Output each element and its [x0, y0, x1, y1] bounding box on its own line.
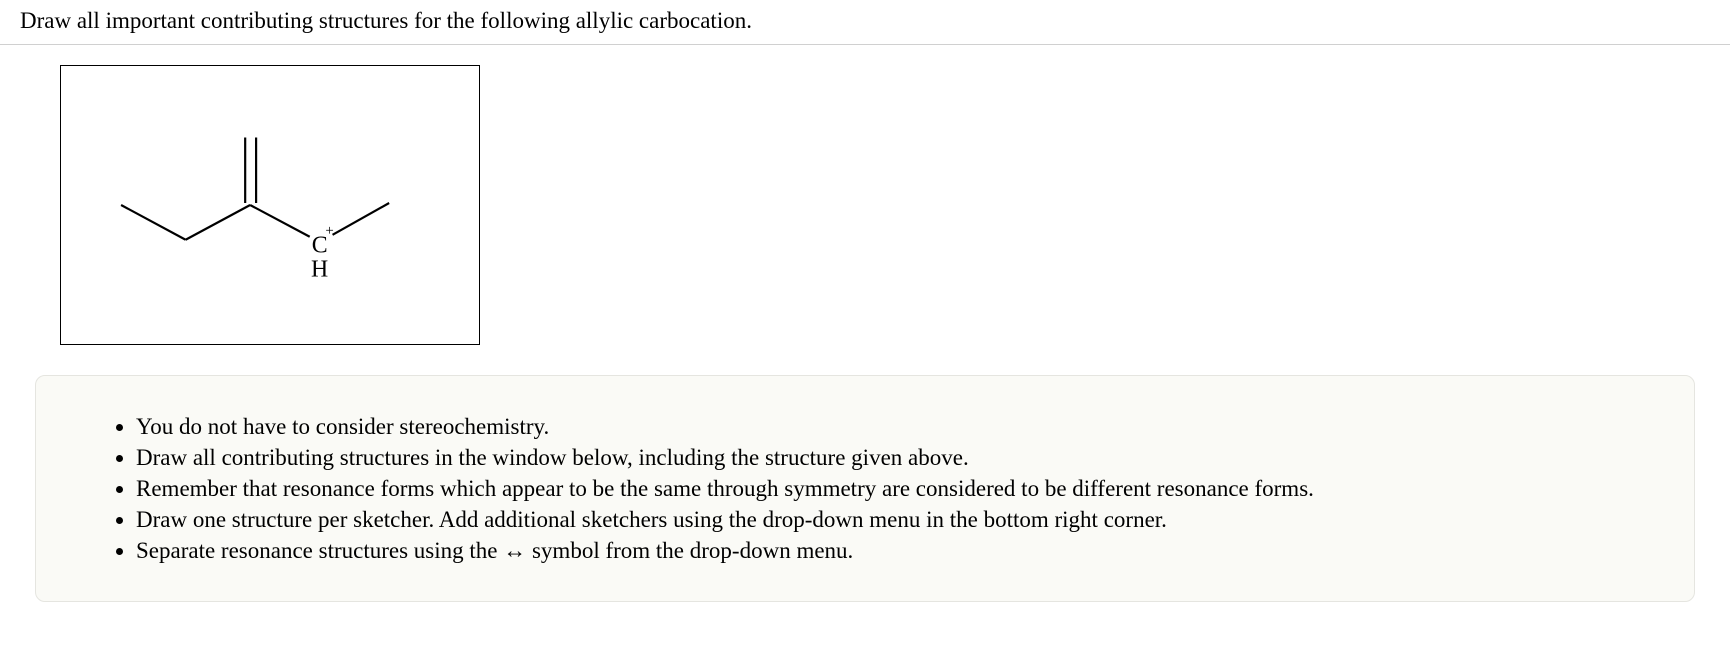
instruction-item: Draw all contributing structures in the … — [136, 442, 1654, 473]
instructions-list: You do not have to consider stereochemis… — [116, 411, 1654, 566]
instructions-panel: You do not have to consider stereochemis… — [35, 375, 1695, 602]
bond-line — [186, 205, 251, 240]
bond-line — [121, 205, 186, 240]
instruction-item: Remember that resonance forms which appe… — [136, 473, 1654, 504]
instruction-item: Separate resonance structures using the … — [136, 535, 1654, 566]
content-area: C + H You do not have to consider stereo… — [0, 45, 1730, 602]
instruction-item: Draw one structure per sketcher. Add add… — [136, 504, 1654, 535]
bond-line — [250, 205, 310, 237]
question-prompt: Draw all important contributing structur… — [20, 8, 1710, 34]
chemical-structure-box: C + H — [60, 65, 480, 345]
hydrogen-atom-label: H — [311, 256, 328, 282]
bond-line — [333, 203, 390, 235]
instruction-item: You do not have to consider stereochemis… — [136, 411, 1654, 442]
question-header: Draw all important contributing structur… — [0, 0, 1730, 45]
positive-charge-label: + — [325, 223, 333, 239]
chemical-structure-svg: C + H — [61, 66, 479, 344]
